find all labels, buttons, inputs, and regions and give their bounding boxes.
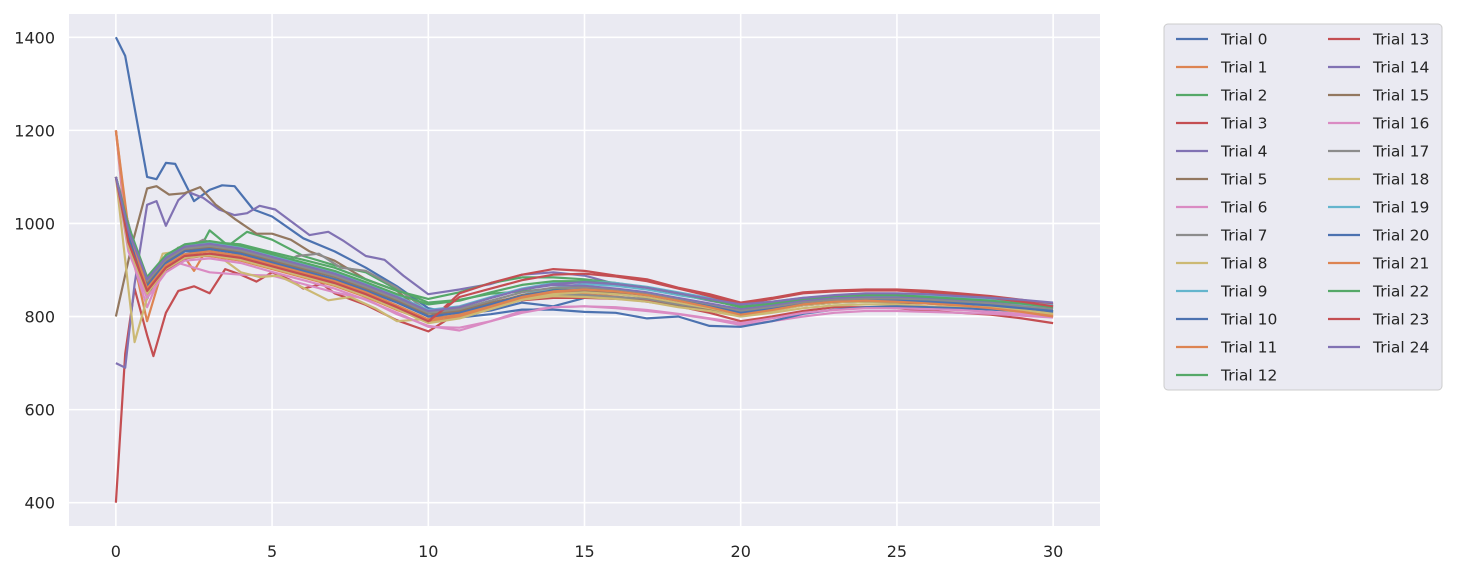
legend-label: Trial 12: [1220, 367, 1277, 385]
legend-label: Trial 7: [1220, 227, 1267, 245]
x-tick-label: 10: [418, 542, 438, 561]
y-tick-label: 600: [24, 401, 55, 420]
legend-label: Trial 0: [1220, 31, 1267, 49]
x-tick-label: 0: [111, 542, 121, 561]
legend-label: Trial 8: [1220, 255, 1267, 273]
legend-label: Trial 13: [1372, 31, 1429, 49]
legend-label: Trial 2: [1220, 87, 1267, 105]
legend-label: Trial 10: [1220, 311, 1277, 329]
series-line-trial-22: [114, 176, 1054, 309]
legend-label: Trial 20: [1372, 227, 1429, 245]
legend-label: Trial 18: [1372, 171, 1429, 189]
y-tick-label: 800: [24, 308, 55, 327]
legend-label: Trial 22: [1372, 283, 1429, 301]
series-line-trial-24: [114, 176, 1054, 313]
x-tick-label: 15: [574, 542, 594, 561]
y-tick-label: 1000: [14, 214, 55, 233]
series-lines: [114, 36, 1054, 503]
legend-label: Trial 19: [1372, 199, 1429, 217]
legend-label: Trial 24: [1372, 339, 1429, 357]
legend-label: Trial 9: [1220, 283, 1267, 301]
legend: Trial 0 Trial 1 Trial 2 Trial 3 Trial 4 Trial…: [1163, 23, 1443, 391]
legend-label: Trial 23: [1372, 311, 1429, 329]
series-line-trial-16: [114, 176, 1054, 329]
legend-label: Trial 3: [1220, 115, 1267, 133]
series-line-trial-17: [114, 176, 1054, 314]
legend-label: Trial 1: [1220, 59, 1267, 77]
y-tick-label: 1400: [14, 28, 55, 47]
x-tick-label: 20: [731, 542, 751, 561]
legend-label: Trial 16: [1372, 115, 1429, 133]
x-tick-label: 25: [887, 542, 907, 561]
legend-label: Trial 14: [1372, 59, 1429, 77]
legend-label: Trial 15: [1372, 87, 1429, 105]
x-tick-label: 30: [1043, 542, 1063, 561]
x-tick-label: 5: [267, 542, 277, 561]
legend-label: Trial 4: [1220, 143, 1267, 161]
y-axis-ticks: 400 600 800 1000 1200 1400: [14, 28, 55, 512]
legend-label: Trial 11: [1220, 339, 1277, 357]
legend-label: Trial 5: [1220, 171, 1267, 189]
legend-label: Trial 21: [1372, 255, 1429, 273]
legend-box: [1163, 23, 1443, 391]
legend-label: Trial 6: [1220, 199, 1267, 217]
legend-label: Trial 17: [1372, 143, 1429, 161]
y-tick-label: 1200: [14, 121, 55, 140]
series-line-trial-21: [114, 130, 1054, 321]
y-tick-label: 400: [24, 494, 55, 513]
x-axis-ticks: 0 5 10 15 20 25 30: [111, 542, 1064, 561]
series-line-trial-23: [114, 176, 1054, 323]
